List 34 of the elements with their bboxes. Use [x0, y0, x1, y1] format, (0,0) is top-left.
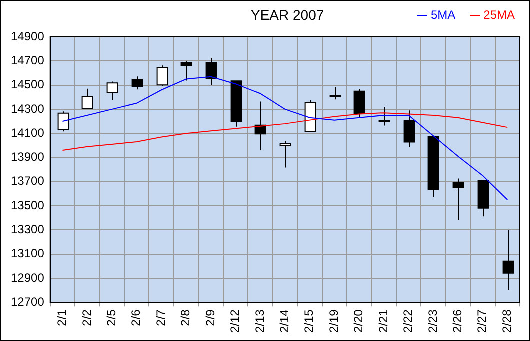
x-tick-label: 2/8 — [178, 309, 193, 326]
x-tick-label: 2/1 — [55, 309, 70, 326]
legend-label: 5MA — [430, 8, 456, 22]
chart-title: YEAR 2007 — [251, 7, 324, 23]
x-tick-label: 2/7 — [154, 309, 168, 326]
y-tick-label: 13300 — [10, 222, 45, 237]
x-tick-label: 2/20 — [352, 309, 366, 334]
y-tick-label: 12700 — [10, 294, 45, 309]
y-tick-label: 13700 — [10, 174, 45, 188]
x-tick-label: 2/19 — [326, 309, 341, 334]
x-tick-label: 2/9 — [203, 309, 218, 326]
y-tick-label: 14500 — [10, 78, 45, 92]
x-tick-label: 2/21 — [376, 309, 390, 334]
x-tick-label: 2/2 — [80, 309, 94, 326]
x-tick-label: 2/27 — [475, 309, 490, 334]
y-tick-label: 14100 — [10, 126, 45, 140]
y-tick-label: 12900 — [10, 270, 45, 285]
y-tick-label: 14900 — [10, 29, 45, 44]
legend-label: 25MA — [484, 8, 515, 22]
x-tick-label: 2/14 — [277, 309, 292, 334]
x-tick-label: 2/26 — [450, 309, 465, 334]
y-tick-label: 14300 — [10, 102, 45, 116]
x-tick-label: 2/15 — [302, 309, 316, 334]
x-tick-label: 2/6 — [129, 309, 144, 326]
x-tick-label: 2/28 — [500, 309, 514, 334]
x-tick-label: 2/12 — [228, 309, 242, 334]
y-tick-label: 13900 — [10, 150, 45, 164]
y-tick-label: 14700 — [10, 53, 45, 68]
y-tick-label: 13100 — [10, 246, 45, 261]
y-tick-label: 13500 — [10, 198, 45, 212]
x-tick-label: 2/22 — [401, 309, 416, 334]
x-tick-label: 2/13 — [252, 309, 267, 334]
x-tick-label: 2/5 — [104, 309, 118, 326]
x-tick-label: 2/23 — [426, 309, 440, 334]
